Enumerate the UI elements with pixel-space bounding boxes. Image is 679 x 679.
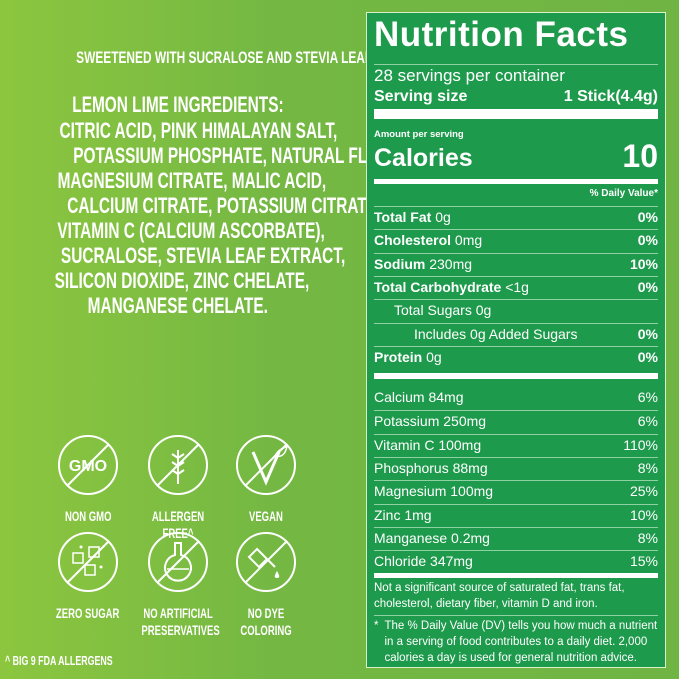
badge-label: NO ARTIFICIAL PRESERVATIVES	[141, 605, 220, 638]
badge-label: NO DYE COLORING	[240, 605, 292, 638]
not-significant-note: Not a significant source of saturated fa…	[374, 582, 625, 610]
bottom-divider	[374, 573, 658, 578]
ingredient-line: CITRIC ACID, PINK HIMALAYAN SALT,	[59, 118, 338, 143]
nutrient-row: Protein 0g 0%	[374, 345, 658, 367]
nutrient-row: Total Fat 0g 0%	[374, 206, 658, 227]
non-gmo-icon: GMO	[58, 435, 118, 495]
ingredient-line: VITAMIN C (CALCIUM ASCORBATE),	[57, 218, 325, 243]
wheat-icon	[148, 435, 208, 495]
badge-label: NON GMO	[64, 508, 112, 524]
dv-header: % Daily Value*	[589, 188, 658, 199]
serving-size-label: Serving size	[374, 88, 468, 105]
sweetener-note: SWEETENED WITH SUCRALOSE AND STEVIA LEAF…	[76, 48, 432, 67]
ingredient-line: POTASSIUM PHOSPHATE, NATURAL FLAVOR,	[73, 143, 415, 168]
ingredient-line: MANGANESE CHELATE.	[87, 293, 269, 318]
mineral-row: Chloride 347mg 15%	[374, 550, 658, 571]
thick-divider	[374, 109, 658, 119]
dv-footnote: * The % Daily Value (DV) tells you how m…	[374, 620, 658, 664]
badge-label: VEGAN	[249, 508, 283, 524]
sugar-cubes-icon	[58, 532, 118, 592]
mineral-row: Zinc 1mg 10%	[374, 503, 658, 525]
vegan-icon	[236, 435, 296, 495]
nutrient-row: Cholesterol 0mg 0%	[374, 229, 658, 250]
nutrient-row: Total Carbohydrate <1g 0%	[374, 275, 658, 297]
servings-per-container: 28 servings per container	[374, 66, 565, 85]
mineral-row: Vitamin C 100mg 110%	[374, 433, 658, 455]
calories-label: Calories	[374, 144, 473, 172]
badge-label: ZERO SUGAR	[56, 605, 120, 621]
ingredient-line: CALCIUM CITRATE, POTASSIUM CITRATE,	[67, 193, 382, 218]
thick-divider-2	[374, 373, 658, 379]
flask-icon	[148, 532, 208, 592]
calories-value: 10	[622, 138, 658, 174]
nutrition-facts-panel: Nutrition Facts 28 servings per containe…	[366, 12, 666, 668]
serving-size-row: Serving size 1 Stick(4.4g)	[374, 88, 658, 106]
facts-title: Nutrition Facts	[374, 15, 629, 54]
mineral-row: Magnesium 100mg 25%	[374, 480, 658, 501]
calories-row: Calories 10	[374, 139, 658, 173]
ingredient-line: MAGNESIUM CITRATE, MALIC ACID,	[57, 168, 327, 193]
medium-divider	[374, 179, 658, 184]
dropper-icon	[236, 532, 296, 592]
mineral-row: Calcium 84mg 6%	[374, 389, 658, 405]
amount-per-serving: Amount per serving	[374, 129, 464, 140]
svg-text:GMO: GMO	[69, 458, 107, 475]
mineral-row: Phosphorus 88mg 8%	[374, 456, 658, 478]
ingredient-line: SUCRALOSE, STEVIA LEAF EXTRACT,	[60, 243, 346, 268]
nutrient-row: Includes 0g Added Sugars 0%	[374, 322, 658, 344]
mineral-row: Manganese 0.2mg 8%	[374, 526, 658, 548]
nutrient-row: Sodium 230mg 10%	[374, 252, 658, 274]
ingredient-line: SILICON DIOXIDE, ZINC CHELATE,	[54, 268, 310, 293]
mineral-row: Potassium 250mg 6%	[374, 410, 658, 431]
nutrient-row: Total Sugars 0g	[374, 299, 658, 320]
ingredients-title: LEMON LIME INGREDIENTS:	[72, 92, 284, 117]
serving-size-value: 1 Stick(4.4g)	[563, 88, 658, 105]
allergen-footnote: ^ BIG 9 FDA ALLERGENS	[5, 653, 113, 668]
